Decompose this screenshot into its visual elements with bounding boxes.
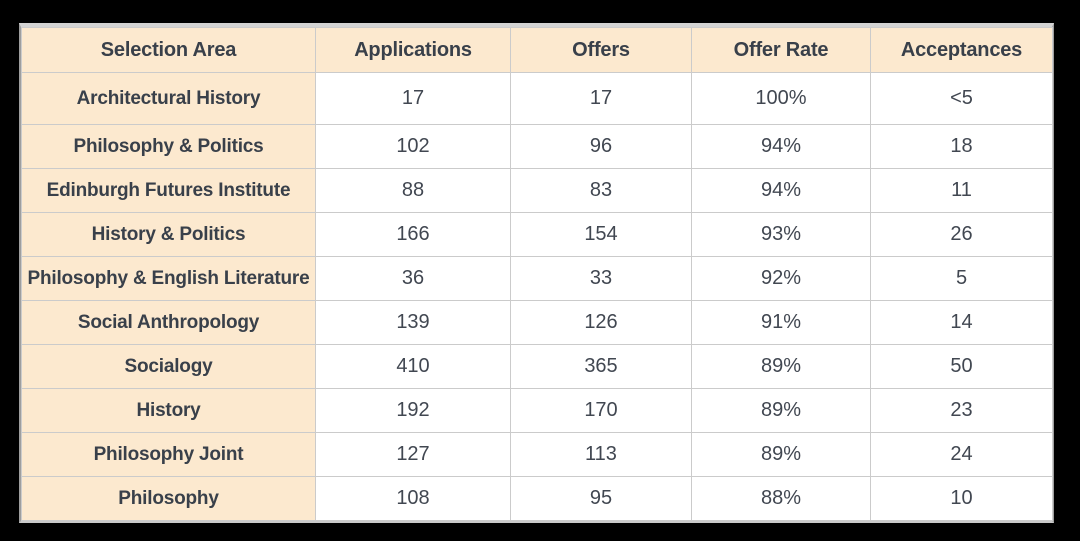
offers-cell: 17: [510, 72, 692, 125]
offer-rate-cell: 92%: [691, 256, 871, 301]
table-row: History 192 170 89% 23: [21, 388, 1053, 433]
applications-cell: 139: [315, 300, 511, 345]
applications-cell: 166: [315, 212, 511, 257]
offers-cell: 126: [510, 300, 692, 345]
offer-rate-cell: 88%: [691, 476, 871, 521]
acceptances-cell: 24: [870, 432, 1053, 477]
table-row: Architectural History 17 17 100% <5: [21, 72, 1053, 125]
offers-cell: 154: [510, 212, 692, 257]
applications-cell: 108: [315, 476, 511, 521]
table-row: Socialogy 410 365 89% 50: [21, 344, 1053, 389]
offer-rate-cell: 91%: [691, 300, 871, 345]
selection-area-cell: Philosophy & Politics: [21, 124, 316, 169]
offer-rate-cell: 94%: [691, 124, 871, 169]
acceptances-cell: 14: [870, 300, 1053, 345]
offer-rate-cell: 93%: [691, 212, 871, 257]
applications-cell: 192: [315, 388, 511, 433]
acceptances-cell: 23: [870, 388, 1053, 433]
applications-cell: 36: [315, 256, 511, 301]
applications-cell: 102: [315, 124, 511, 169]
applications-cell: 17: [315, 72, 511, 125]
selection-area-cell: Socialogy: [21, 344, 316, 389]
admissions-table-frame: Selection Area Applications Offers Offer…: [19, 23, 1054, 523]
table-row: Philosophy Joint 127 113 89% 24: [21, 432, 1053, 477]
admissions-table: Selection Area Applications Offers Offer…: [21, 27, 1053, 521]
selection-area-cell: Philosophy: [21, 476, 316, 521]
header-row: Selection Area Applications Offers Offer…: [21, 27, 1053, 73]
offer-rate-cell: 100%: [691, 72, 871, 125]
column-header-selection-area: Selection Area: [21, 27, 316, 73]
column-header-acceptances: Acceptances: [870, 27, 1053, 73]
offer-rate-cell: 89%: [691, 432, 871, 477]
acceptances-cell: 10: [870, 476, 1053, 521]
acceptances-cell: 5: [870, 256, 1053, 301]
offer-rate-cell: 89%: [691, 344, 871, 389]
offers-cell: 113: [510, 432, 692, 477]
table-row: Social Anthropology 139 126 91% 14: [21, 300, 1053, 345]
offer-rate-cell: 94%: [691, 168, 871, 213]
selection-area-cell: Social Anthropology: [21, 300, 316, 345]
table-row: Edinburgh Futures Institute 88 83 94% 11: [21, 168, 1053, 213]
selection-area-cell: History & Politics: [21, 212, 316, 257]
acceptances-cell: 50: [870, 344, 1053, 389]
offer-rate-cell: 89%: [691, 388, 871, 433]
applications-cell: 88: [315, 168, 511, 213]
selection-area-cell: Philosophy Joint: [21, 432, 316, 477]
acceptances-cell: 18: [870, 124, 1053, 169]
column-header-offer-rate: Offer Rate: [691, 27, 871, 73]
table-row: History & Politics 166 154 93% 26: [21, 212, 1053, 257]
applications-cell: 410: [315, 344, 511, 389]
acceptances-cell: 11: [870, 168, 1053, 213]
offers-cell: 365: [510, 344, 692, 389]
selection-area-cell: Edinburgh Futures Institute: [21, 168, 316, 213]
offers-cell: 95: [510, 476, 692, 521]
offers-cell: 96: [510, 124, 692, 169]
selection-area-cell: History: [21, 388, 316, 433]
table-row: Philosophy & English Literature 36 33 92…: [21, 256, 1053, 301]
selection-area-cell: Architectural History: [21, 72, 316, 125]
table-row: Philosophy & Politics 102 96 94% 18: [21, 124, 1053, 169]
offers-cell: 170: [510, 388, 692, 433]
table-header: Selection Area Applications Offers Offer…: [21, 27, 1053, 73]
offers-cell: 83: [510, 168, 692, 213]
column-header-offers: Offers: [510, 27, 692, 73]
acceptances-cell: 26: [870, 212, 1053, 257]
table-body: Architectural History 17 17 100% <5 Phil…: [21, 72, 1053, 521]
acceptances-cell: <5: [870, 72, 1053, 125]
offers-cell: 33: [510, 256, 692, 301]
table-row: Philosophy 108 95 88% 10: [21, 476, 1053, 521]
applications-cell: 127: [315, 432, 511, 477]
column-header-applications: Applications: [315, 27, 511, 73]
selection-area-cell: Philosophy & English Literature: [21, 256, 316, 301]
